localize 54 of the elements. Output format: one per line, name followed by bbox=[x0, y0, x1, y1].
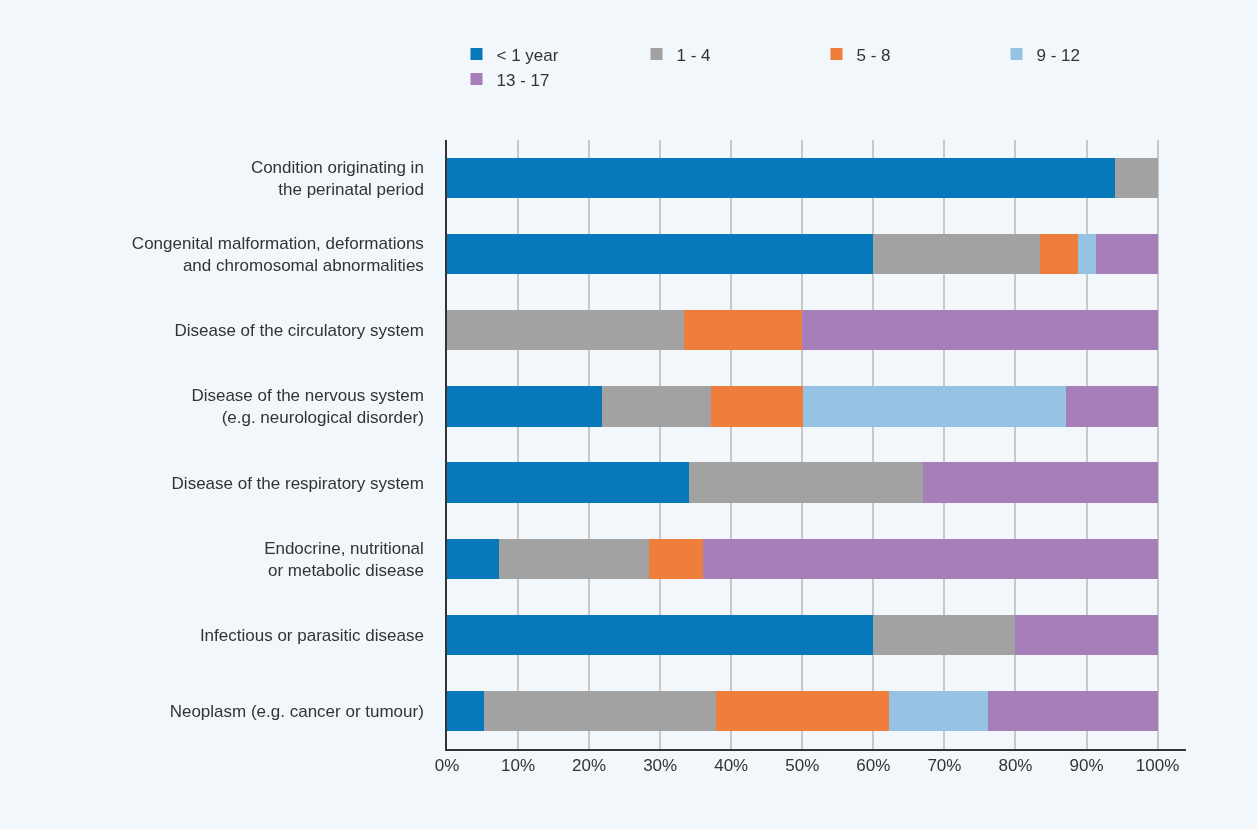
bar bbox=[1114, 157, 1158, 199]
legend-label: 9 - 12 bbox=[1036, 45, 1080, 65]
bar bbox=[715, 690, 889, 732]
bar bbox=[1065, 386, 1159, 427]
bar bbox=[447, 538, 499, 579]
x-tick-label: 20% bbox=[572, 756, 607, 776]
bar bbox=[447, 310, 684, 351]
legend-label: 13 - 17 bbox=[496, 70, 550, 90]
bar bbox=[447, 157, 1115, 199]
y-tick-label: Endocrine, nutritional or metabolic disease bbox=[264, 538, 424, 580]
bar bbox=[987, 690, 1158, 732]
bar bbox=[802, 310, 1158, 351]
x-tick-label: 30% bbox=[643, 756, 678, 776]
bar bbox=[1077, 234, 1097, 275]
bar bbox=[1096, 234, 1158, 275]
bar bbox=[483, 690, 716, 732]
bar bbox=[923, 462, 1158, 503]
legend-label: 1 - 4 bbox=[676, 45, 711, 65]
bar bbox=[498, 538, 649, 579]
x-tick-label: 0% bbox=[434, 756, 460, 776]
x-tick-label: 10% bbox=[501, 756, 536, 776]
bar bbox=[447, 462, 689, 503]
bar bbox=[803, 386, 1066, 427]
y-tick-label: Infectious or parasitic disease bbox=[199, 625, 424, 645]
y-tick-label: Congenital malformation, deformations and chromosomal abnormalities bbox=[131, 234, 424, 276]
bar bbox=[447, 386, 602, 427]
y-tick-label: Disease of the respiratory system bbox=[171, 473, 424, 493]
x-tick-label: 70% bbox=[927, 756, 962, 776]
bar bbox=[648, 538, 703, 579]
bar bbox=[688, 462, 924, 503]
bar bbox=[683, 310, 803, 351]
x-tick-label: 60% bbox=[856, 756, 891, 776]
bar bbox=[1015, 614, 1158, 655]
bar bbox=[710, 386, 803, 427]
y-tick-label: Disease of the circulatory system bbox=[174, 321, 424, 341]
y-tick-label: Disease of the nervous system (e.g. neurological disorder) bbox=[191, 386, 424, 428]
x-tick-label: 90% bbox=[1069, 756, 1104, 776]
y-tick-label: Condition originating in the perinatal period bbox=[250, 157, 424, 200]
bar bbox=[447, 614, 874, 655]
bar bbox=[447, 690, 484, 732]
x-tick-label: 40% bbox=[714, 756, 749, 776]
bar bbox=[1039, 234, 1078, 275]
x-tick-label: 50% bbox=[785, 756, 820, 776]
bar bbox=[888, 690, 988, 732]
y-tick-label: Neoplasm (e.g. cancer or tumour) bbox=[169, 701, 424, 721]
bar bbox=[447, 234, 874, 275]
legend-label: 5 - 8 bbox=[856, 45, 891, 65]
bar bbox=[702, 538, 1158, 579]
bar bbox=[601, 386, 711, 427]
bar bbox=[873, 234, 1040, 275]
legend-label: < 1 year bbox=[496, 45, 559, 65]
bar bbox=[873, 614, 1016, 655]
x-tick-label: 100% bbox=[1135, 756, 1180, 776]
x-tick-label: 80% bbox=[998, 756, 1033, 776]
